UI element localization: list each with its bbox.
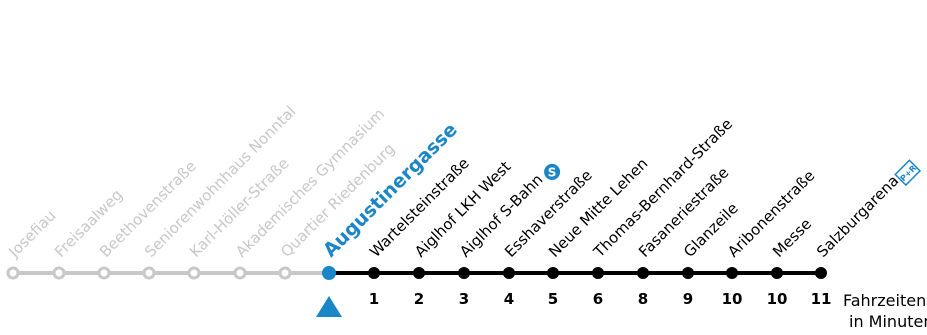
upcoming-stop-marker	[503, 267, 515, 279]
upcoming-stop-marker	[771, 267, 783, 279]
upcoming-stop-label: Salzburgarena	[813, 172, 902, 261]
current-stop-marker	[322, 266, 336, 280]
upcoming-stop-marker	[547, 267, 559, 279]
park-and-ride-icon: P+R	[894, 159, 922, 187]
travel-time-minutes: 4	[504, 290, 514, 308]
past-stop-marker	[97, 266, 111, 280]
travel-time-minutes: 3	[459, 290, 469, 308]
upcoming-stop-label: Messe	[769, 215, 815, 261]
travel-time-minutes: 10	[767, 290, 788, 308]
upcoming-stop-marker	[413, 267, 425, 279]
current-position-marker-icon	[316, 296, 342, 317]
travel-time-minutes: 9	[683, 290, 693, 308]
past-stop-marker	[187, 266, 201, 280]
upcoming-stop-marker	[458, 267, 470, 279]
travel-time-minutes: 11	[811, 290, 832, 308]
legend-travel-times: Fahrzeiten	[843, 291, 926, 310]
upcoming-stop-marker	[726, 267, 738, 279]
past-stop-marker	[142, 266, 156, 280]
past-stop-marker	[52, 266, 66, 280]
stop-labels: JosefiauFreisaalwegBeethovenstraßeSenior…	[4, 102, 922, 262]
svg-text:S: S	[548, 165, 557, 179]
s-bahn-icon: S	[544, 163, 561, 180]
travel-time-minutes: 6	[593, 290, 603, 308]
upcoming-stop-marker	[368, 267, 380, 279]
upcoming-stop-marker	[637, 267, 649, 279]
legend-in-minutes: in Minuten	[849, 312, 927, 331]
past-stop-marker	[278, 266, 292, 280]
route-stops	[6, 266, 827, 280]
travel-time-minutes: 5	[548, 290, 558, 308]
travel-times: 1 2 3 4 5 6 8 9 10 10 11	[369, 290, 832, 308]
past-stop-marker	[233, 266, 247, 280]
travel-time-minutes: 10	[722, 290, 743, 308]
upcoming-stop-marker	[682, 267, 694, 279]
past-stop-label: Josefiau	[4, 207, 59, 262]
travel-time-minutes: 2	[414, 290, 424, 308]
upcoming-stop-marker	[815, 267, 827, 279]
travel-time-minutes: 1	[369, 290, 379, 308]
travel-time-minutes: 8	[638, 290, 648, 308]
upcoming-stop-marker	[592, 267, 604, 279]
past-stop-marker	[6, 266, 20, 280]
